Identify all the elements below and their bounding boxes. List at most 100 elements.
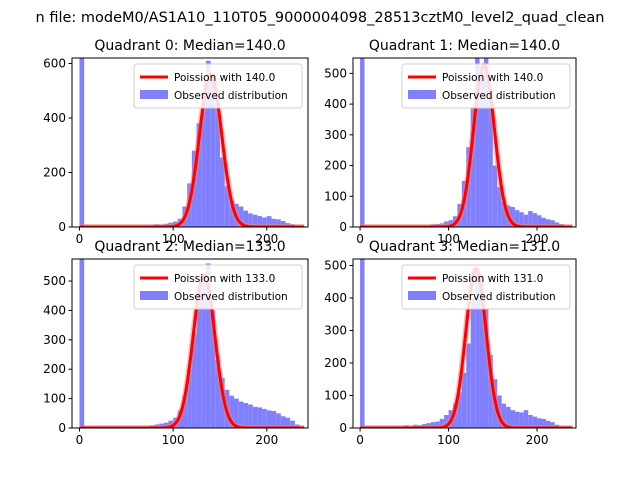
histogram-bar [470, 298, 476, 428]
histogram-bar [280, 416, 286, 428]
y-tick-label: 0 [58, 421, 66, 435]
legend: Poission with 140.0 Observed distribution [401, 63, 571, 109]
y-tick-label: 400 [324, 97, 347, 111]
histogram-bar [205, 263, 211, 428]
histogram-bar [79, 259, 85, 428]
histogram-bar [79, 58, 85, 227]
histogram-bar [257, 216, 263, 227]
x-tick-label: 0 [356, 433, 364, 447]
legend: Poission with 133.0 Observed distribution [133, 264, 303, 310]
histogram-bar [271, 410, 277, 428]
subplot-title: Quadrant 3: Median=131.0 [369, 239, 560, 255]
histogram-bar [248, 404, 253, 428]
axes-frame [71, 258, 309, 429]
histogram-bar [514, 411, 520, 428]
histogram-bar [229, 395, 235, 428]
histogram-bar [252, 214, 258, 227]
subplot-quadrant-2: Quadrant 2: Median=133.0 0 100 200 0 100 200 30… [43, 239, 309, 447]
histogram-bar [475, 268, 480, 428]
y-tick-label: 0 [58, 220, 66, 234]
legend-label-observed: Observed distribution [442, 90, 556, 102]
legend-label-fit: Poission with 131.0 [442, 273, 543, 285]
histogram-bar [271, 218, 277, 227]
histogram-bar [243, 210, 249, 227]
y-tick-label: 200 [324, 159, 347, 173]
legend-label-fit: Poission with 140.0 [174, 72, 275, 84]
histogram-bar [479, 275, 484, 428]
histogram-bar [276, 413, 281, 428]
legend-box [133, 63, 303, 109]
subplot-title: Quadrant 2: Median=133.0 [94, 239, 285, 255]
y-tick-label: 400 [324, 291, 347, 305]
poisson-fit-line [360, 267, 573, 428]
histogram-bar [266, 216, 272, 227]
histogram-bar [360, 58, 365, 227]
histogram-bar [219, 157, 225, 227]
x-tick-label: 0 [76, 433, 84, 447]
subplot-quadrant-3: Quadrant 3: Median=131.0 0 100 200 0 100 200 30… [324, 239, 577, 447]
legend-label-observed: Observed distribution [174, 291, 288, 303]
legend-bar-swatch [140, 291, 168, 300]
subplot-quadrant-0: Quadrant 0: Median=140.0 0 100 200 0 200 400 60… [43, 38, 309, 246]
histogram-bar [234, 398, 239, 428]
histogram-bar [262, 408, 267, 428]
histogram-bar [191, 333, 197, 428]
histogram-bar [257, 407, 263, 428]
histogram-bar [201, 281, 206, 428]
histogram-bar [492, 165, 498, 227]
y-tick-label: 500 [324, 259, 347, 273]
axes-frame [352, 57, 577, 228]
histogram-bar [475, 58, 480, 227]
legend-box [401, 63, 571, 109]
histogram-bar [285, 417, 291, 428]
histogram-bar [523, 410, 529, 428]
poisson-fit-line [360, 64, 573, 227]
histogram-bar [196, 123, 202, 227]
legend-box [133, 264, 303, 310]
histogram-bar [457, 392, 462, 428]
legend-label-fit: Poission with 133.0 [174, 273, 275, 285]
histogram-bar [488, 97, 493, 227]
histogram-bar [205, 60, 211, 227]
poisson-fit-line [79, 273, 305, 428]
y-tick-label: 100 [324, 389, 347, 403]
histogram-bar [519, 212, 524, 227]
histogram-bar [215, 104, 220, 227]
x-tick-label: 200 [526, 433, 549, 447]
histogram-bar [444, 415, 449, 428]
figure-suptitle: n file: modeM0/AS1A10_110T05_9000004098_… [36, 10, 605, 26]
x-tick-label: 0 [356, 232, 364, 246]
histogram-bar [248, 213, 253, 227]
y-tick-label: 400 [43, 303, 66, 317]
histogram-bar [187, 369, 192, 428]
y-tick-label: 100 [324, 189, 347, 203]
histogram-bar [229, 201, 235, 227]
x-tick-label: 200 [255, 232, 278, 246]
y-tick-label: 0 [339, 421, 347, 435]
histogram-bar [497, 187, 502, 227]
y-tick-label: 200 [43, 165, 66, 179]
y-tick-label: 0 [339, 220, 347, 234]
legend-label-observed: Observed distribution [174, 90, 288, 102]
histogram-bar [545, 420, 551, 428]
y-tick-label: 200 [43, 362, 66, 376]
legend-bar-swatch [140, 90, 168, 99]
histogram-bar [252, 406, 258, 428]
legend-box [401, 264, 571, 310]
legend: Poission with 140.0 Observed distribution [133, 63, 303, 109]
histogram-bar [537, 215, 542, 227]
x-tick-label: 200 [255, 433, 278, 447]
subplot-title: Quadrant 1: Median=140.0 [369, 38, 560, 54]
histogram-bar [523, 214, 529, 227]
histogram-bar [266, 410, 272, 428]
x-tick-label: 200 [526, 232, 549, 246]
histogram-bar [483, 307, 489, 428]
subplot-title: Quadrant 0: Median=140.0 [94, 38, 285, 54]
histogram-bar [541, 418, 546, 428]
y-tick-label: 300 [324, 324, 347, 338]
y-tick-label: 600 [43, 56, 66, 70]
histogram-bar [196, 289, 202, 428]
histogram-bar [224, 186, 230, 227]
histogram-bar [290, 420, 295, 428]
